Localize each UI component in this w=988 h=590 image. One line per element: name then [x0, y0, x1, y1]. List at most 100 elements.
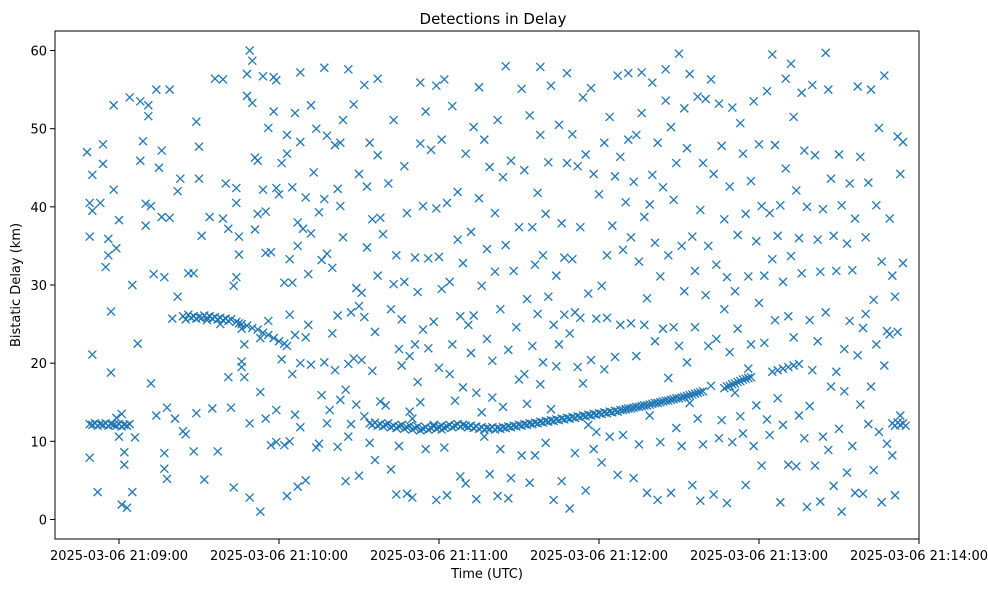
data-point: [829, 231, 839, 241]
data-point: [290, 108, 300, 118]
data-point: [445, 369, 455, 379]
data-point: [818, 204, 828, 214]
data-point: [557, 476, 567, 486]
data-point: [815, 497, 825, 506]
data-point: [234, 250, 244, 259]
data-point: [757, 461, 767, 470]
data-point: [466, 348, 476, 358]
data-point: [655, 271, 665, 281]
data-point: [397, 361, 407, 370]
data-point: [765, 208, 775, 218]
data-point: [506, 156, 516, 166]
data-point: [197, 231, 207, 241]
data-point: [647, 170, 657, 180]
data-point: [559, 310, 569, 320]
data-point: [581, 150, 591, 159]
data-point: [263, 316, 273, 326]
data-point: [533, 309, 543, 319]
data-point: [762, 86, 772, 96]
data-point: [541, 438, 551, 448]
data-point: [759, 271, 769, 281]
data-point: [274, 189, 284, 199]
data-point: [570, 448, 580, 458]
data-point: [666, 395, 676, 405]
data-point: [479, 432, 489, 442]
data-point: [474, 82, 484, 92]
data-point: [741, 480, 751, 490]
data-point: [413, 421, 423, 431]
data-point: [221, 178, 231, 188]
data-point: [501, 240, 511, 250]
data-point: [463, 320, 473, 330]
data-point: [229, 281, 239, 291]
data-point: [522, 294, 532, 304]
data-point: [613, 71, 623, 81]
data-point: [402, 422, 412, 432]
data-point: [722, 382, 732, 392]
data-point: [127, 280, 137, 290]
data-point: [354, 471, 364, 481]
data-point: [338, 232, 348, 242]
data-point: [567, 254, 577, 264]
data-point: [717, 415, 727, 425]
data-point: [343, 64, 353, 74]
data-point: [658, 182, 668, 192]
data-point: [727, 379, 737, 389]
data-point: [415, 397, 425, 407]
data-point: [271, 405, 281, 415]
data-point: [330, 365, 340, 375]
data-point: [770, 140, 780, 150]
data-point: [405, 351, 415, 361]
data-point: [557, 218, 567, 228]
data-point: [437, 135, 447, 145]
x-axis-label: Time (UTC): [450, 567, 523, 582]
data-point: [565, 328, 575, 338]
data-point: [674, 341, 684, 351]
data-point: [754, 298, 764, 308]
data-point: [501, 61, 511, 71]
data-point: [461, 479, 471, 488]
data-point: [450, 396, 460, 406]
data-point: [477, 407, 487, 417]
data-point: [455, 311, 465, 321]
data-point: [263, 330, 273, 340]
data-point: [114, 432, 124, 442]
data-point: [869, 295, 879, 305]
data-point: [111, 413, 121, 423]
data-point: [554, 120, 564, 130]
data-point: [399, 277, 409, 287]
data-point: [690, 322, 700, 332]
data-point: [439, 423, 449, 433]
data-point: [415, 78, 425, 88]
data-point: [618, 245, 628, 255]
data-point: [597, 281, 607, 291]
data-point: [706, 74, 716, 84]
data-point: [578, 379, 588, 388]
data-point: [322, 418, 332, 428]
data-point: [447, 101, 457, 111]
data-point: [154, 163, 164, 173]
data-point: [343, 432, 353, 442]
data-point: [666, 488, 676, 498]
data-point: [621, 197, 631, 207]
data-point: [407, 414, 417, 424]
data-point: [775, 497, 785, 507]
data-point: [895, 411, 905, 420]
data-point: [879, 71, 889, 81]
data-point: [602, 313, 612, 323]
data-point: [269, 333, 279, 343]
data-point: [314, 439, 324, 449]
data-point: [562, 68, 572, 78]
data-point: [698, 386, 708, 396]
data-point: [493, 491, 503, 501]
y-tick-label: 0: [39, 513, 47, 528]
data-point: [354, 301, 364, 311]
data-point: [610, 171, 620, 181]
data-point: [687, 389, 697, 399]
data-point: [306, 100, 316, 110]
data-point: [586, 355, 596, 365]
data-point: [367, 366, 377, 376]
data-point: [253, 209, 263, 219]
data-point: [357, 355, 367, 365]
data-point: [770, 315, 780, 325]
